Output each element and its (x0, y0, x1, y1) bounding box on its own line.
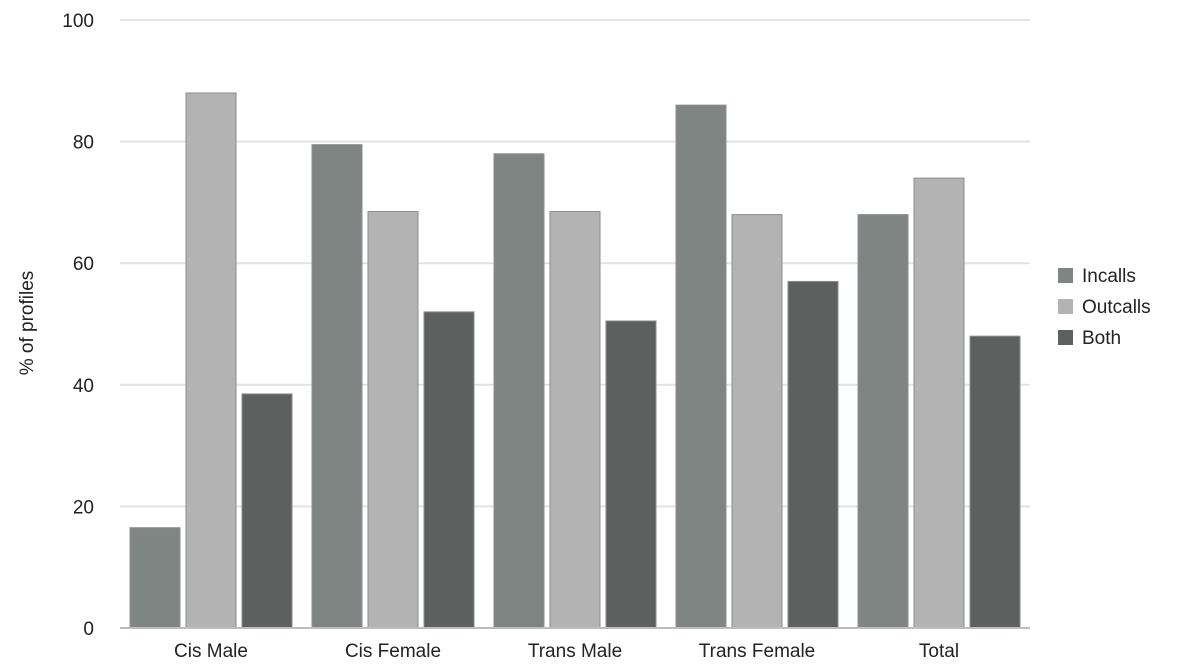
bar-incalls-total (857, 214, 909, 629)
y-axis-title: % of profiles (17, 271, 38, 376)
legend-label-incalls: Incalls (1082, 266, 1136, 287)
legend-label-both: Both (1082, 328, 1121, 349)
y-tick-label: 100 (62, 11, 94, 32)
bar-both-total (969, 335, 1021, 629)
bar-both-cis-female (423, 311, 475, 629)
bar-outcalls-cis-male (185, 92, 237, 629)
y-tick-label: 40 (73, 376, 94, 397)
bar-incalls-cis-female (311, 144, 363, 629)
bar-both-trans-female (787, 280, 839, 629)
legend-swatch-both (1058, 330, 1073, 345)
y-tick-label: 60 (73, 254, 94, 275)
legend-swatch-outcalls (1058, 299, 1073, 314)
bar-both-trans-male (605, 320, 657, 629)
bar-incalls-trans-female (675, 104, 727, 629)
x-tick-label: Cis Female (345, 641, 441, 662)
x-tick-label: Cis Male (174, 641, 248, 662)
x-tick-label: Total (919, 641, 959, 662)
y-axis-ticks: 0 20 40 60 80 100 (62, 11, 94, 640)
bars (129, 92, 1021, 629)
y-tick-label: 80 (73, 133, 94, 154)
bar-outcalls-trans-male (549, 211, 601, 629)
x-tick-label: Trans Male (528, 641, 622, 662)
x-tick-label: Trans Female (699, 641, 816, 662)
y-tick-label: 20 (73, 497, 94, 518)
bar-incalls-trans-male (493, 153, 545, 629)
legend-swatch-incalls (1058, 268, 1073, 283)
x-axis-ticks: Cis Male Cis Female Trans Male Trans Female… (174, 641, 959, 662)
bar-outcalls-total (913, 177, 965, 629)
bar-outcalls-cis-female (367, 211, 419, 629)
legend: Incalls Outcalls Both (1058, 266, 1151, 349)
bar-outcalls-trans-female (731, 214, 783, 629)
y-tick-label: 0 (83, 619, 94, 640)
bar-both-cis-male (241, 393, 293, 629)
bar-incalls-cis-male (129, 527, 181, 629)
legend-label-outcalls: Outcalls (1082, 297, 1151, 318)
